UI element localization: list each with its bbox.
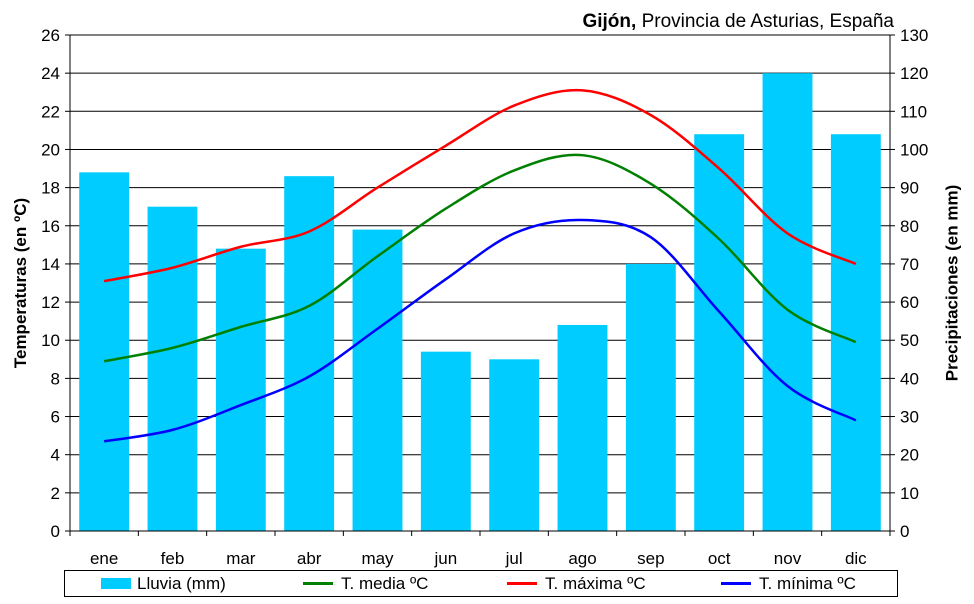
left-tick-label: 10 bbox=[41, 331, 60, 350]
legend: Lluvia (mm) T. media ºC T. máxima ºC T. … bbox=[64, 570, 898, 597]
bar-may bbox=[352, 229, 403, 532]
legend-line-max bbox=[507, 582, 537, 585]
right-tick-label: 120 bbox=[900, 64, 928, 83]
right-tick-label: 20 bbox=[900, 446, 919, 465]
series-line-max bbox=[103, 88, 857, 283]
bar-ago bbox=[557, 324, 608, 531]
legend-swatch-rain bbox=[101, 578, 131, 589]
left-tick-label: 14 bbox=[41, 255, 60, 274]
left-tick-label: 18 bbox=[41, 179, 60, 198]
right-tick-label: 80 bbox=[900, 217, 919, 236]
legend-item-min: T. mínima ºC bbox=[721, 571, 856, 596]
x-tick-label-abr: abr bbox=[297, 549, 322, 568]
right-tick-label: 130 bbox=[900, 26, 928, 45]
bar-sep bbox=[625, 263, 676, 531]
bar-ene bbox=[79, 172, 130, 531]
legend-label-mean: T. media ºC bbox=[341, 573, 429, 593]
left-tick-label: 8 bbox=[51, 369, 60, 388]
bar-dic bbox=[830, 134, 881, 531]
x-tick-label-sep: sep bbox=[637, 549, 664, 568]
x-tick-label-may: may bbox=[361, 549, 394, 568]
left-tick-label: 24 bbox=[41, 64, 60, 83]
left-tick-label: 22 bbox=[41, 102, 60, 121]
x-tick-label-feb: feb bbox=[161, 549, 185, 568]
right-tick-label: 90 bbox=[900, 179, 919, 198]
x-tick-label-nov: nov bbox=[774, 549, 802, 568]
legend-label-max: T. máxima ºC bbox=[545, 573, 646, 593]
chart-title-city: Gijón, bbox=[582, 11, 637, 32]
x-tick-label-mar: mar bbox=[226, 549, 256, 568]
right-tick-label: 60 bbox=[900, 293, 919, 312]
legend-label-min: T. mínima ºC bbox=[759, 573, 856, 593]
x-tick-label-ago: ago bbox=[568, 549, 596, 568]
legend-item-max: T. máxima ºC bbox=[507, 571, 646, 596]
legend-line-min bbox=[721, 582, 751, 585]
right-tick-label: 10 bbox=[900, 484, 919, 503]
right-axis-label: Precipitaciones (en mm) bbox=[941, 184, 961, 382]
legend-label-rain: Lluvia (mm) bbox=[137, 573, 226, 593]
series-line-min bbox=[103, 218, 857, 443]
right-tick-label: 0 bbox=[900, 522, 909, 541]
right-tick-label: 30 bbox=[900, 408, 919, 427]
x-tick-label-dic: dic bbox=[845, 549, 867, 568]
right-tick-label: 40 bbox=[900, 369, 919, 388]
left-tick-label: 4 bbox=[51, 446, 60, 465]
chart-title: Gijón, Provincia de Asturias, España bbox=[582, 11, 894, 33]
left-tick-label: 12 bbox=[41, 293, 60, 312]
x-tick-label-ene: ene bbox=[90, 549, 118, 568]
left-axis-label: Temperaturas (en ºC) bbox=[11, 197, 31, 369]
right-tick-label: 100 bbox=[900, 140, 928, 159]
legend-line-mean bbox=[303, 582, 333, 585]
x-tick-label-jun: jun bbox=[433, 549, 457, 568]
series-line-mean bbox=[103, 153, 857, 363]
left-tick-label: 6 bbox=[51, 408, 60, 427]
left-tick-label: 26 bbox=[41, 26, 60, 45]
legend-item-rain: Lluvia (mm) bbox=[101, 571, 226, 596]
bar-oct bbox=[694, 134, 745, 531]
legend-item-mean: T. media ºC bbox=[303, 571, 428, 596]
left-tick-label: 0 bbox=[51, 522, 60, 541]
bar-jul bbox=[489, 359, 540, 531]
right-tick-label: 70 bbox=[900, 255, 919, 274]
bar-abr bbox=[284, 176, 335, 531]
left-tick-label: 20 bbox=[41, 140, 60, 159]
bar-nov bbox=[762, 73, 813, 532]
left-tick-label: 2 bbox=[51, 484, 60, 503]
left-tick-label: 16 bbox=[41, 217, 60, 236]
bar-feb bbox=[147, 206, 198, 531]
bar-mar bbox=[215, 248, 266, 531]
chart-title-region: Provincia de Asturias, España bbox=[636, 11, 894, 32]
x-tick-label-jul: jul bbox=[505, 549, 523, 568]
right-tick-label: 110 bbox=[900, 102, 927, 121]
x-tick-label-oct: oct bbox=[708, 549, 731, 568]
right-tick-label: 50 bbox=[900, 331, 919, 350]
bar-jun bbox=[420, 351, 471, 531]
